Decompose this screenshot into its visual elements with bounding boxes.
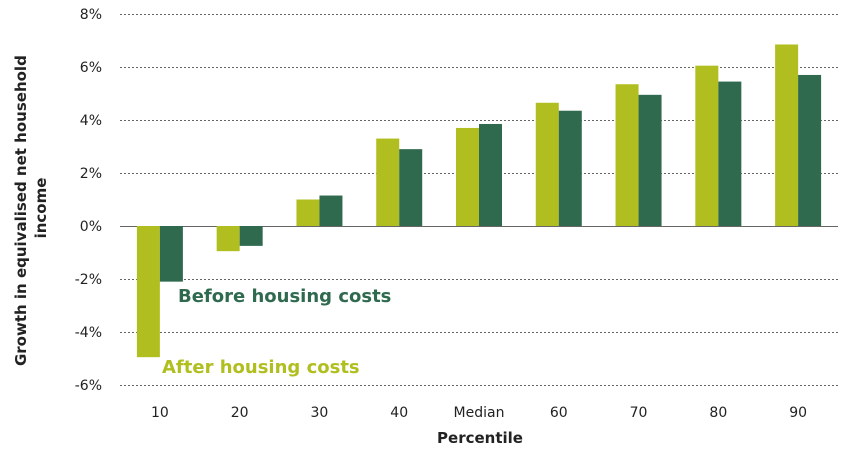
bar-after-housing-costs [216,226,240,252]
bar-before-housing-costs [239,226,263,246]
bar-before-housing-costs [718,81,742,226]
bar-after-housing-costs [615,84,639,226]
x-tick-label: 20 [231,405,249,421]
y-tick-label: 8% [80,7,102,23]
bar-before-housing-costs [798,74,822,226]
series-label-before-housing-costs: Before housing costs [178,286,391,307]
y-tick-label: 4% [80,113,102,129]
bar-after-housing-costs [695,65,719,226]
y-axis-title-line-1: Growth in equivalised net household [12,55,30,366]
bar-before-housing-costs [319,195,343,226]
y-tick-label: 2% [80,166,102,182]
bar-before-housing-costs [399,149,423,226]
bar-after-housing-costs [535,102,559,226]
x-tick-label: 70 [630,405,648,421]
bar-after-housing-costs [376,138,400,226]
bar-after-housing-costs [456,127,479,226]
y-axis-title-line-2: income [32,178,50,239]
bar-after-housing-costs [136,226,160,358]
x-axis-title: Percentile [437,429,523,447]
y-tick-label: -2% [75,272,102,288]
x-tick-label: 90 [789,405,807,421]
x-tick-labels: 10 20 30 40 Median 60 70 80 90 [151,405,807,421]
x-tick-label: 60 [550,405,568,421]
y-tick-label: 6% [80,60,102,76]
series-label-after-housing-costs: After housing costs [162,357,360,378]
x-tick-label: 80 [709,405,727,421]
y-tick-label: -4% [75,325,102,341]
y-tick-label: 0% [80,219,102,235]
x-tick-label: 40 [390,405,408,421]
bar-after-housing-costs [775,44,799,226]
y-axis-title: Growth in equivalised net household inco… [12,50,50,366]
bar-before-housing-costs [479,123,502,226]
y-tick-labels: 8% 6% 4% 2% 0% -2% -4% -6% [75,7,102,394]
y-tick-label: -6% [75,378,102,394]
bar-before-housing-costs [159,226,183,282]
bar-before-housing-costs [558,110,582,226]
bar-before-housing-costs [638,94,662,226]
bar-after-housing-costs [296,199,320,226]
x-tick-label: 30 [311,405,329,421]
x-tick-label: Median [454,405,505,421]
x-tick-label: 10 [151,405,169,421]
bars [136,44,822,358]
